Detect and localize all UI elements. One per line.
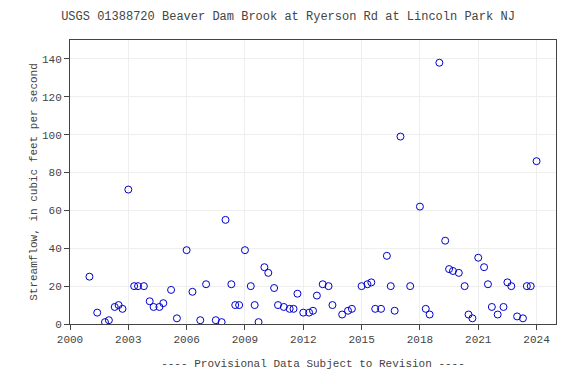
svg-text:Streamflow, in cubic feet per: Streamflow, in cubic feet per second	[28, 63, 40, 301]
svg-text:0: 0	[55, 319, 62, 331]
svg-text:120: 120	[42, 92, 62, 104]
svg-text:140: 140	[42, 54, 62, 66]
svg-text:USGS 01388720 Beaver Dam Brook: USGS 01388720 Beaver Dam Brook at Ryerso…	[61, 10, 515, 24]
svg-text:40: 40	[49, 243, 62, 255]
svg-text:2009: 2009	[232, 334, 258, 346]
svg-text:---- Provisional Data Subject: ---- Provisional Data Subject to Revisio…	[161, 358, 465, 370]
svg-text:2000: 2000	[57, 334, 83, 346]
svg-text:60: 60	[49, 205, 62, 217]
svg-text:2015: 2015	[348, 334, 374, 346]
svg-text:2024: 2024	[523, 334, 550, 346]
svg-text:80: 80	[49, 167, 62, 179]
svg-text:2006: 2006	[173, 334, 199, 346]
svg-text:2021: 2021	[465, 334, 492, 346]
svg-text:2012: 2012	[290, 334, 316, 346]
svg-text:2003: 2003	[115, 334, 141, 346]
svg-text:20: 20	[49, 281, 62, 293]
svg-text:100: 100	[42, 130, 62, 142]
svg-text:2018: 2018	[407, 334, 433, 346]
